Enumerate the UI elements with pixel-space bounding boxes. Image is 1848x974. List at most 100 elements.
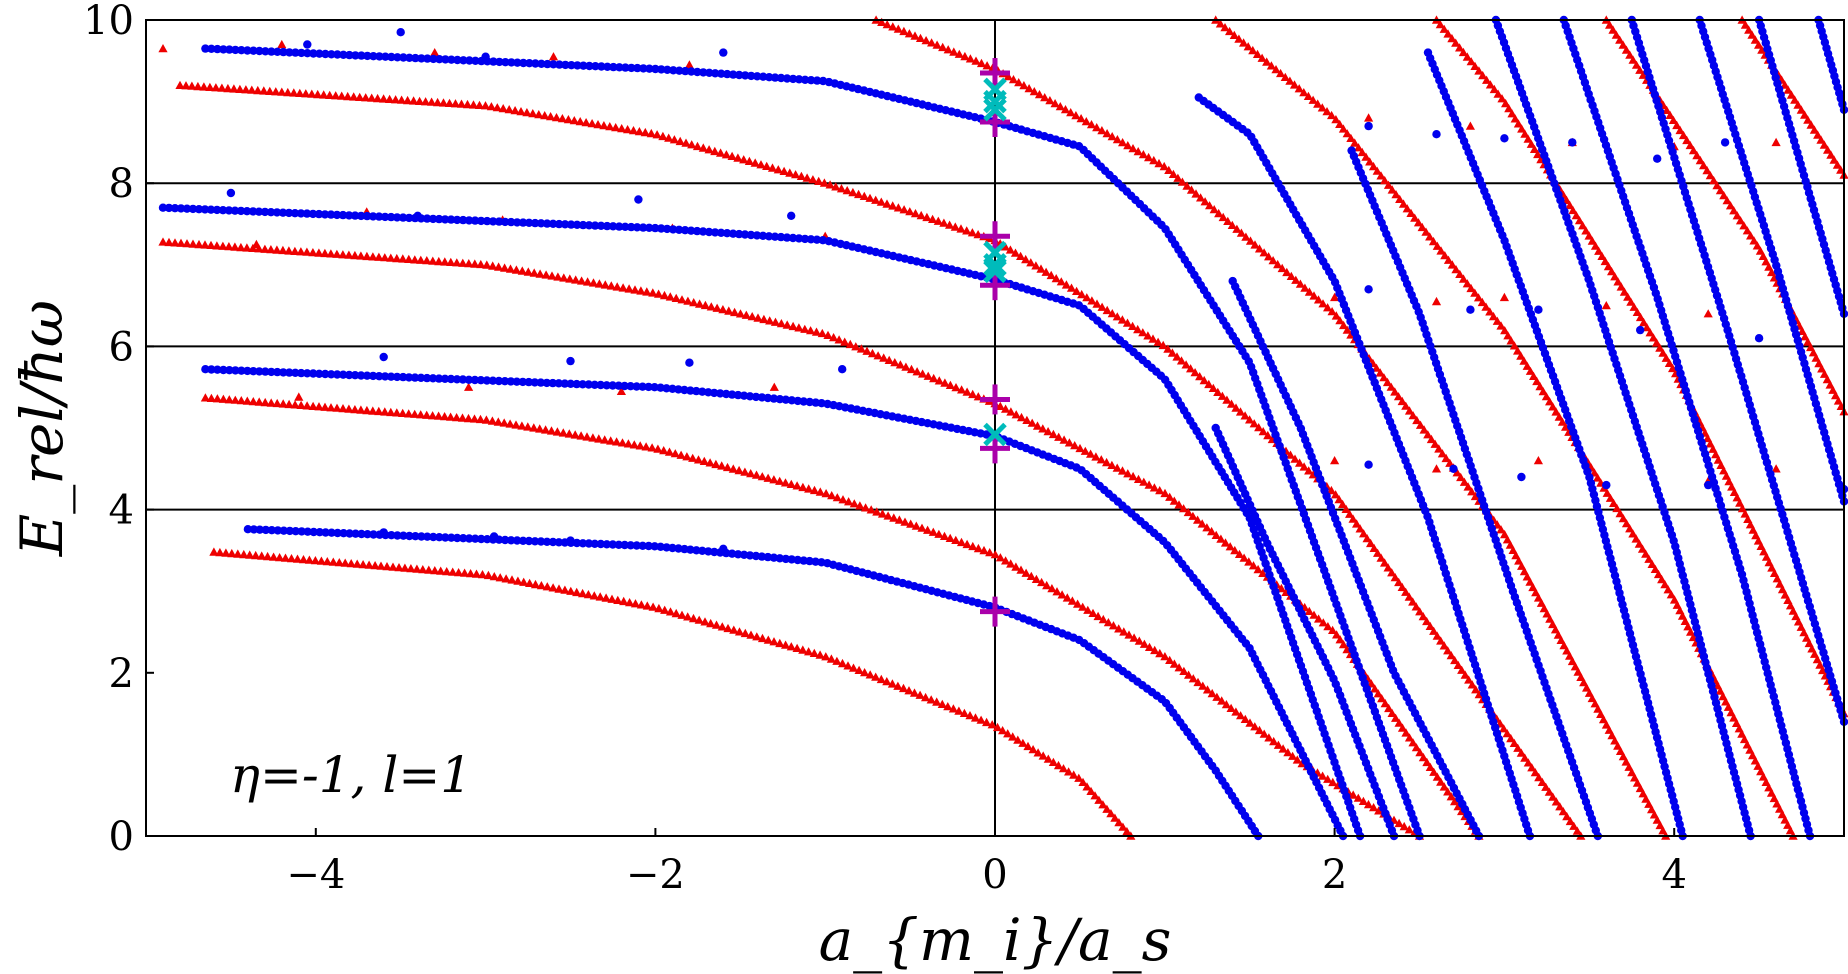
red-triangle	[355, 92, 365, 101]
red-triangle	[689, 298, 699, 307]
blue-dot	[381, 52, 390, 61]
red-triangle	[548, 52, 559, 61]
red-triangle	[1134, 636, 1144, 645]
red-triangle	[1590, 241, 1601, 250]
red-triangle	[558, 428, 568, 437]
red-triangle	[1285, 76, 1295, 85]
red-triangle	[1559, 641, 1569, 650]
blue-dot	[620, 540, 629, 550]
red-triangle	[1139, 639, 1149, 648]
red-triangle	[921, 36, 931, 45]
blue-dot	[733, 550, 743, 559]
red-triangle	[1530, 768, 1540, 777]
red-triangle	[200, 240, 210, 249]
red-triangle	[796, 171, 806, 180]
red-triangle	[1258, 427, 1268, 436]
red-triangle	[1390, 387, 1400, 396]
blue-dot	[1754, 334, 1764, 343]
red-triangle	[860, 668, 870, 677]
red-triangle	[1086, 786, 1096, 795]
red-triangle	[1374, 806, 1384, 815]
red-triangle	[1411, 602, 1421, 611]
red-triangle	[1318, 618, 1328, 627]
red-triangle	[1548, 792, 1558, 801]
red-triangle	[1661, 353, 1671, 362]
red-triangle	[1350, 138, 1360, 147]
red-triangle	[1011, 410, 1021, 419]
red-triangle	[1404, 733, 1415, 742]
red-triangle	[1803, 115, 1813, 124]
red-triangle	[1653, 569, 1664, 579]
blue-dot	[710, 228, 720, 237]
red-triangle	[1309, 610, 1319, 619]
red-triangle	[1621, 45, 1631, 54]
blue-dot	[345, 370, 354, 380]
blue-dot	[657, 65, 666, 74]
blue-dot	[693, 67, 702, 77]
red-triangle	[900, 517, 910, 526]
blue-dot	[1720, 138, 1730, 147]
blue-dot	[321, 528, 330, 537]
red-triangle	[1223, 216, 1233, 225]
blue-dot	[668, 543, 677, 553]
red-triangle	[1234, 549, 1245, 558]
red-triangle	[937, 699, 947, 708]
red-triangle	[1372, 166, 1382, 175]
red-triangle	[290, 246, 300, 255]
red-triangle	[1616, 282, 1626, 291]
red-triangle	[257, 551, 267, 560]
red-triangle	[1450, 655, 1460, 665]
red-triangle	[1398, 199, 1409, 208]
blue-dot	[356, 371, 366, 380]
red-triangle	[877, 509, 888, 518]
red-triangle	[1088, 608, 1098, 617]
blue-dot	[339, 370, 348, 379]
blue-dot	[603, 62, 612, 71]
red-triangle	[1038, 751, 1048, 760]
red-triangle	[1225, 542, 1235, 551]
red-triangle	[1462, 279, 1472, 288]
red-triangle	[922, 212, 932, 222]
red-triangle	[1446, 651, 1456, 660]
blue-dot	[284, 208, 294, 218]
red-triangle	[1393, 392, 1404, 401]
red-triangle	[911, 521, 921, 530]
red-triangle	[1387, 568, 1397, 577]
blue-dot	[549, 60, 558, 69]
red-triangle	[346, 559, 356, 568]
red-triangle	[583, 277, 593, 286]
blue-dot	[554, 379, 563, 388]
red-triangle	[1568, 205, 1578, 215]
blue-dot	[585, 61, 594, 71]
blue-dot	[627, 63, 636, 73]
red-triangle	[1513, 346, 1523, 355]
red-triangle	[1057, 590, 1067, 599]
red-triangle	[416, 410, 426, 419]
blue-dot	[422, 373, 432, 383]
magenta-plus	[980, 270, 1010, 301]
red-triangle	[1408, 411, 1418, 420]
red-triangle	[1098, 614, 1108, 624]
red-triangle	[1826, 150, 1836, 159]
red-triangle	[882, 677, 892, 686]
blue-dot	[590, 221, 600, 230]
red-triangle	[1060, 105, 1071, 114]
blue-dot	[638, 541, 647, 550]
blue-dot	[255, 46, 264, 56]
red-triangle	[1249, 419, 1259, 428]
red-triangle	[1817, 364, 1827, 373]
red-triangle	[815, 487, 825, 496]
red-triangle	[469, 414, 480, 423]
red-triangle	[756, 160, 766, 169]
blue-dot	[519, 58, 528, 68]
red-triangle	[1660, 580, 1670, 589]
blue-dot	[719, 48, 728, 57]
red-triangle	[421, 97, 431, 106]
red-triangle	[1061, 280, 1071, 289]
blue-dot	[428, 214, 438, 224]
red-triangle	[836, 184, 847, 193]
red-triangle	[1514, 556, 1524, 565]
blue-dot	[158, 203, 168, 212]
red-triangle	[882, 20, 892, 29]
red-triangle	[1581, 226, 1591, 235]
